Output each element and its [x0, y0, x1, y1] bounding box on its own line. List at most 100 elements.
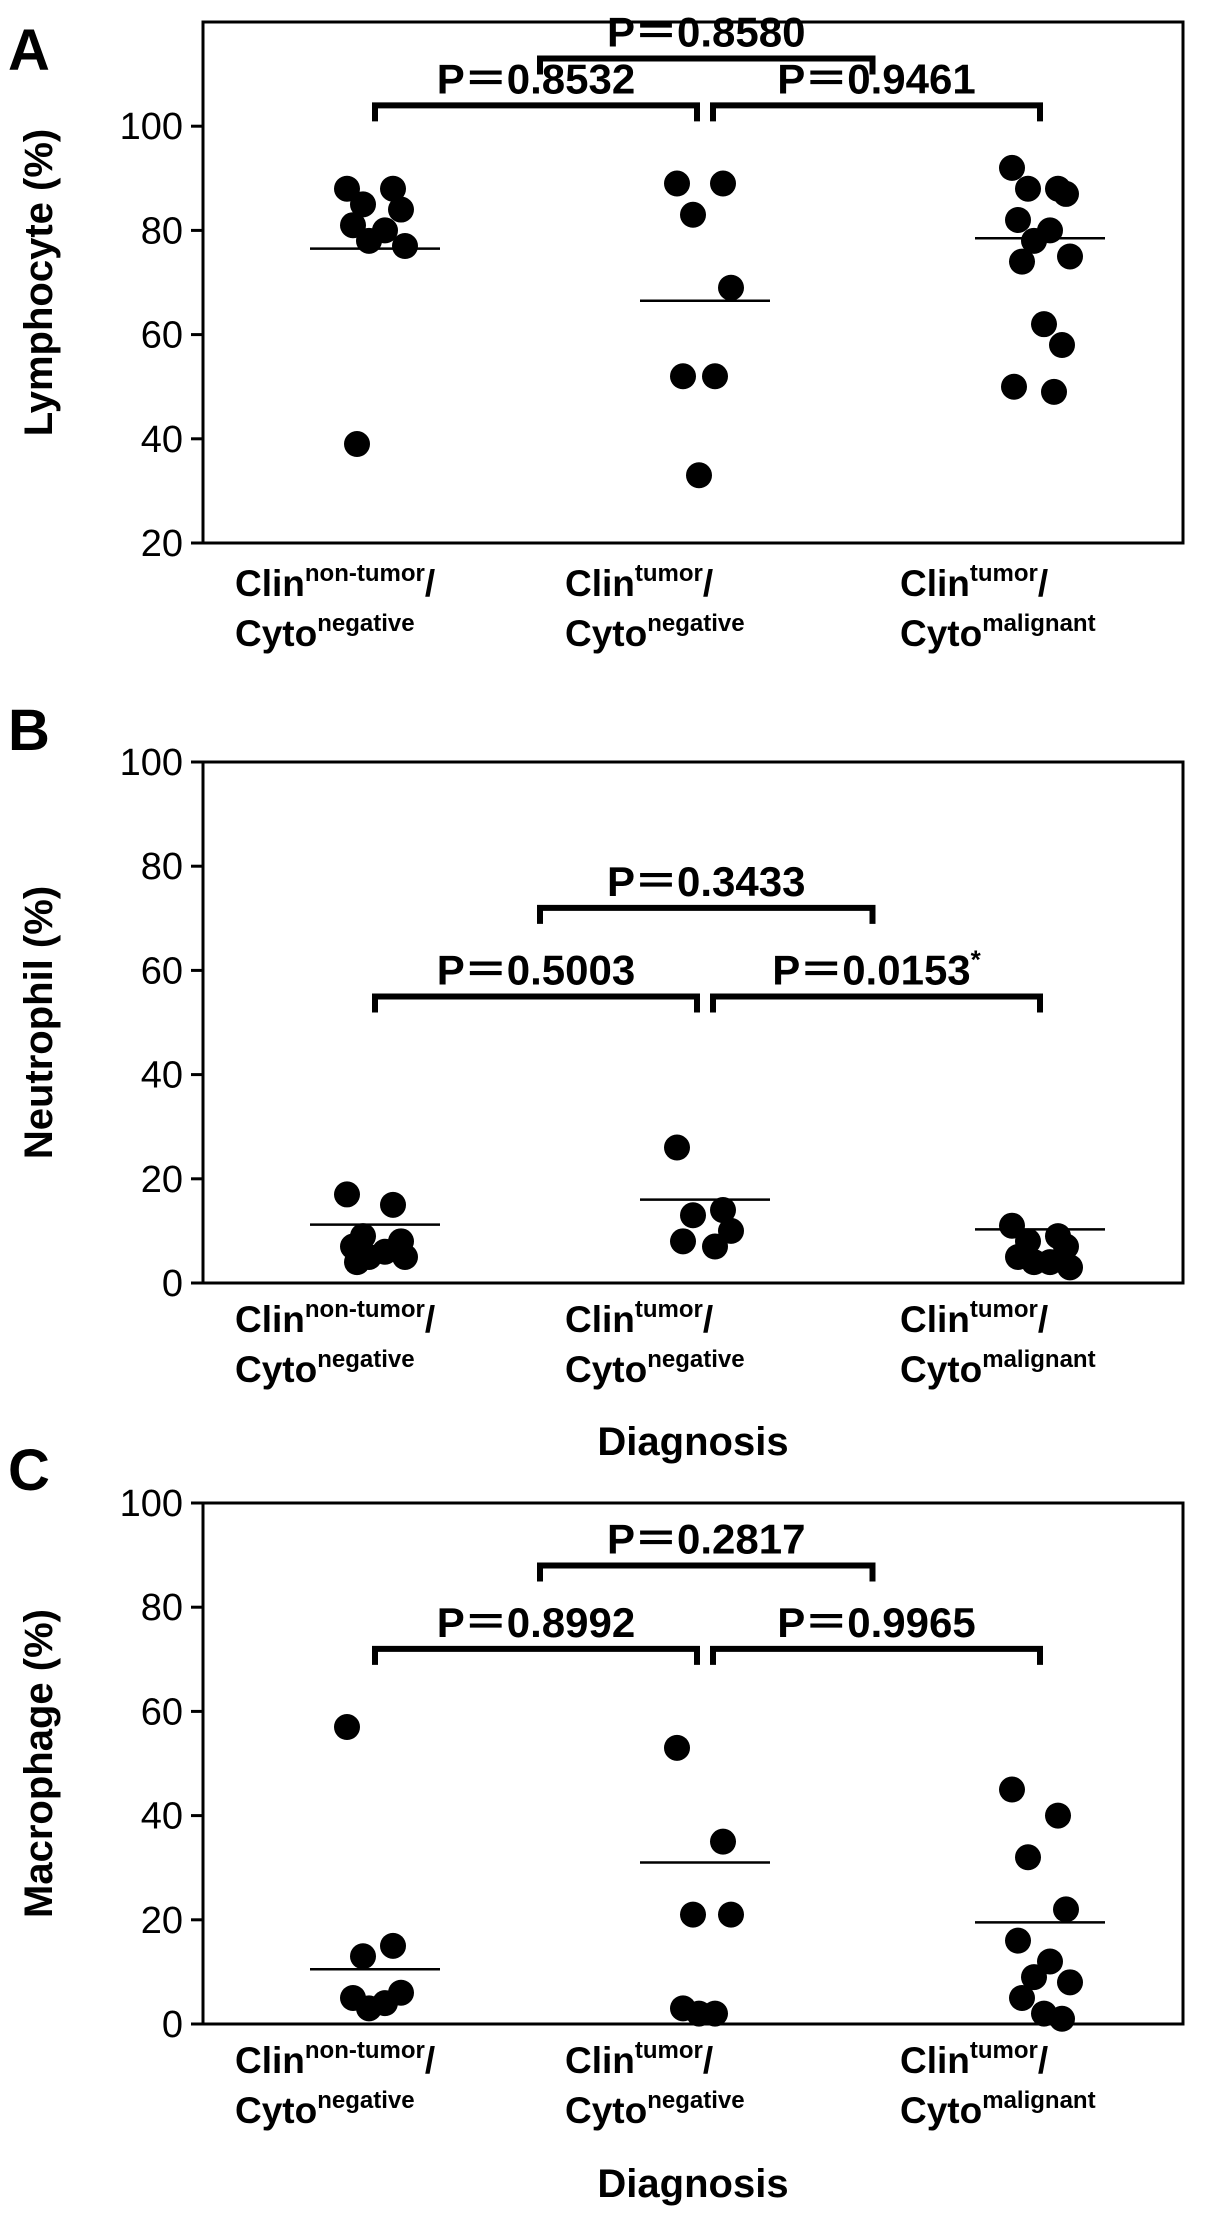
panel-A: A Lymphocyte (%) 20 40 60 80 100 Clinnon-tumor/…	[8, 8, 1185, 654]
data-point	[670, 1228, 696, 1255]
category-label-line1: Clintumor/	[900, 2037, 1048, 2081]
data-point	[334, 175, 360, 202]
x-axis-label: Diagnosis	[597, 1420, 788, 1464]
data-point	[344, 431, 370, 458]
x-axis-label: Diagnosis	[597, 2162, 788, 2206]
data-point	[686, 462, 712, 489]
data-point	[999, 1776, 1025, 1803]
series-2	[975, 1776, 1105, 2032]
series-2	[975, 154, 1105, 405]
plot-frame	[201, 20, 1185, 545]
y-tick-label: 40	[141, 1055, 183, 1097]
y-tick-label: 100	[120, 742, 183, 784]
series-0	[310, 1714, 440, 2022]
comparison-bracket	[372, 993, 700, 1013]
p-value-label: P＝0.3433	[607, 858, 805, 905]
y-tick-label: 60	[141, 315, 183, 357]
series-2	[975, 1212, 1105, 1281]
data-point	[1001, 373, 1027, 400]
data-point	[664, 170, 690, 197]
p-value-label: P＝0.9965	[777, 1599, 975, 1646]
data-point	[344, 1249, 370, 1276]
category-label-line2: Cytonegative	[235, 1346, 415, 1390]
data-point	[350, 1943, 376, 1970]
plot-frame	[201, 1501, 1185, 2026]
category-label-line1: Clintumor/	[565, 1296, 713, 1340]
data-point	[686, 2000, 712, 2027]
comparison-bracket	[537, 904, 876, 924]
p-value-label: P＝0.8532	[437, 55, 635, 102]
y-tick-label: 40	[141, 419, 183, 461]
comparison-bracket	[537, 1562, 876, 1582]
category-label-line1: Clintumor/	[565, 560, 713, 604]
series-1	[640, 1134, 770, 1260]
data-point	[1009, 1984, 1035, 2011]
data-point	[356, 1995, 382, 2022]
data-point	[334, 1181, 360, 1208]
data-point	[710, 1828, 736, 1855]
data-point	[680, 1901, 706, 1928]
data-point	[1021, 1249, 1047, 1276]
panel-letter: B	[8, 698, 50, 763]
y-axis-label: Neutrophil (%)	[17, 886, 61, 1159]
data-point	[1057, 243, 1083, 270]
category-label-line2: Cytonegative	[235, 610, 415, 654]
data-point	[1015, 175, 1041, 202]
data-point	[1009, 248, 1035, 275]
y-tick-label: 100	[120, 1483, 183, 1525]
data-point	[680, 1202, 706, 1229]
category-label-line1: Clinnon-tumor/	[235, 2037, 435, 2081]
data-point	[392, 1243, 418, 1270]
data-point	[1053, 180, 1079, 207]
p-value-label: P＝0.8580	[607, 8, 805, 55]
data-point	[1057, 1969, 1083, 1996]
category-label-line2: Cytonegative	[565, 1346, 745, 1390]
data-point	[1049, 2005, 1075, 2032]
panel-letter: C	[8, 1438, 50, 1503]
y-tick-label: 20	[141, 1900, 183, 1942]
y-tick-label: 0	[162, 2004, 183, 2046]
comparison-bracket	[710, 1645, 1043, 1665]
p-value-label: P＝0.5003	[437, 946, 635, 993]
plot-frame	[201, 760, 1185, 1285]
data-point	[718, 1901, 744, 1928]
series-1	[640, 1734, 770, 2027]
panel-B: B Neutrophil (%) 0 20 40 60 80 100 Clinnon-tumor…	[8, 698, 1185, 1464]
data-point	[1053, 1896, 1079, 1923]
data-point	[1005, 1927, 1031, 1954]
panel-C: C Macrophage (%) 0 20 40 60 80 100 Clinnon-tumor…	[8, 1438, 1185, 2206]
data-point	[1037, 1948, 1063, 1975]
data-point	[1057, 1254, 1083, 1281]
category-label-line2: Cytonegative	[565, 610, 745, 654]
data-point	[1021, 227, 1047, 254]
data-point	[670, 363, 696, 390]
data-point	[718, 1217, 744, 1244]
data-point	[1053, 1233, 1079, 1260]
y-axis-label: Macrophage (%)	[17, 1609, 61, 1918]
y-tick-label: 80	[141, 1587, 183, 1629]
data-point	[1045, 1802, 1071, 1829]
data-point	[1031, 311, 1057, 338]
category-label-line2: Cytomalignant	[900, 1346, 1096, 1390]
y-tick-label: 60	[141, 1691, 183, 1733]
data-point	[718, 274, 744, 301]
p-value-label: P＝0.9461	[777, 55, 975, 102]
y-axis-label: Lymphocyte (%)	[17, 129, 61, 436]
data-point	[680, 201, 706, 228]
category-label-line2: Cytomalignant	[900, 610, 1096, 654]
data-point	[380, 175, 406, 202]
data-point	[340, 212, 366, 239]
data-point	[334, 1714, 360, 1741]
y-tick-label: 100	[120, 106, 183, 148]
data-point	[1005, 206, 1031, 233]
data-point	[702, 363, 728, 390]
p-value-label: P＝0.8992	[437, 1599, 635, 1646]
y-tick-label: 40	[141, 1796, 183, 1838]
data-point	[1049, 332, 1075, 359]
data-point	[356, 227, 382, 254]
comparison-bracket	[372, 1645, 700, 1665]
category-label-line1: Clinnon-tumor/	[235, 1296, 435, 1340]
p-value-label: P＝0.2817	[607, 1516, 805, 1563]
p-value-label: P＝0.0153*	[772, 944, 981, 993]
data-point	[999, 1212, 1025, 1239]
